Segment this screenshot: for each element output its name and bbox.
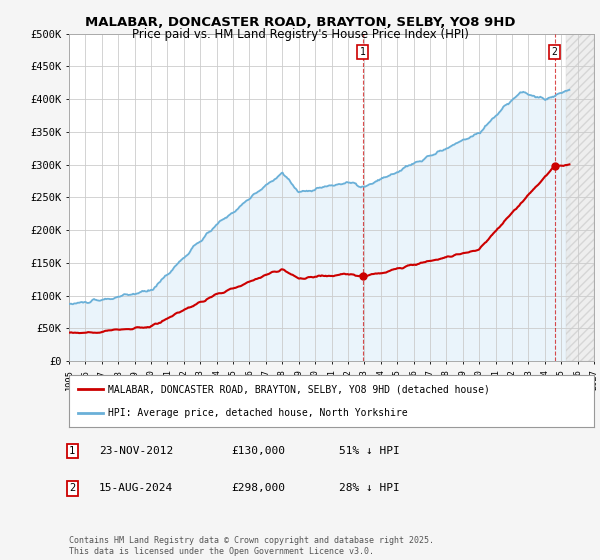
Text: 51% ↓ HPI: 51% ↓ HPI [339, 446, 400, 456]
Text: 2: 2 [69, 483, 75, 493]
Text: 1: 1 [360, 47, 365, 57]
Text: £298,000: £298,000 [231, 483, 285, 493]
Text: £130,000: £130,000 [231, 446, 285, 456]
Text: 2: 2 [551, 47, 557, 57]
Text: MALABAR, DONCASTER ROAD, BRAYTON, SELBY, YO8 9HD (detached house): MALABAR, DONCASTER ROAD, BRAYTON, SELBY,… [109, 384, 490, 394]
Text: 15-AUG-2024: 15-AUG-2024 [99, 483, 173, 493]
Text: 1: 1 [69, 446, 75, 456]
Text: MALABAR, DONCASTER ROAD, BRAYTON, SELBY, YO8 9HD: MALABAR, DONCASTER ROAD, BRAYTON, SELBY,… [85, 16, 515, 29]
Text: Price paid vs. HM Land Registry's House Price Index (HPI): Price paid vs. HM Land Registry's House … [131, 28, 469, 41]
Text: HPI: Average price, detached house, North Yorkshire: HPI: Average price, detached house, Nort… [109, 408, 408, 418]
Text: Contains HM Land Registry data © Crown copyright and database right 2025.
This d: Contains HM Land Registry data © Crown c… [69, 536, 434, 556]
Text: 23-NOV-2012: 23-NOV-2012 [99, 446, 173, 456]
Text: 28% ↓ HPI: 28% ↓ HPI [339, 483, 400, 493]
